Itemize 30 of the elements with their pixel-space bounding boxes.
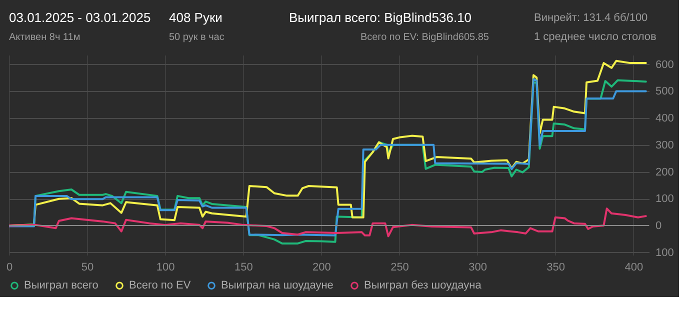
legend-label: Всего по EV (129, 280, 192, 292)
x-tick-label: 250 (390, 262, 409, 274)
chart-subtitle: Активен 8ч 11м (9, 32, 80, 43)
legend-label: Выиграл на шоудауне (221, 280, 334, 292)
x-tick-label: 200 (312, 262, 331, 274)
text: Выиграл всего: BigBlind536.10 (289, 10, 472, 25)
x-tick-label: 150 (234, 262, 253, 274)
y-tick-label: 300 (656, 139, 674, 152)
text: 50 рук в час (169, 32, 224, 43)
chart-title: 03.01.2025 - 03.01.2025 (9, 10, 151, 25)
text: 408 Руки (169, 10, 222, 25)
y-tick-label: 100 (656, 246, 674, 259)
y-tick-label: 0 (656, 220, 662, 232)
legend-label: Выиграл без шоудауна (364, 280, 482, 292)
x-tick-label: 300 (468, 262, 487, 274)
x-tick-label: 50 (81, 262, 94, 274)
y-tick-label: 500 (656, 86, 674, 98)
x-tick-label: 400 (624, 262, 644, 274)
y-tick-label: 100 (656, 193, 674, 206)
y-tick-label: 600 (656, 58, 674, 71)
text: Винрейт: 131.4 бб/100 (534, 12, 648, 24)
x-tick-label: 100 (156, 262, 175, 274)
y-tick-label: 200 (656, 166, 674, 178)
legend-label: Выиграл всего (24, 280, 98, 292)
y-tick-label: 400 (656, 112, 674, 125)
x-tick-label: 0 (6, 262, 13, 274)
text: 1 среднее число столов (534, 31, 656, 43)
text: Всего по EV: BigBlind605.85 (360, 32, 490, 43)
x-tick-label: 350 (546, 262, 566, 274)
line-series (9, 208, 647, 238)
